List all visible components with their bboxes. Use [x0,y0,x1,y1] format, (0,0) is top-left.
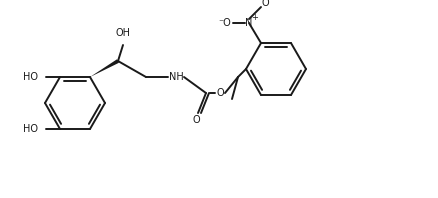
Text: OH: OH [116,28,131,38]
Text: +: + [251,12,258,22]
Text: HO: HO [23,72,38,82]
Text: ⁻O: ⁻O [219,18,231,28]
Text: N: N [245,18,253,28]
Text: HO: HO [23,124,38,134]
Text: O: O [192,115,200,125]
Polygon shape [90,59,119,77]
Text: O: O [261,0,269,8]
Text: NH: NH [169,72,184,82]
Text: O: O [216,88,224,98]
